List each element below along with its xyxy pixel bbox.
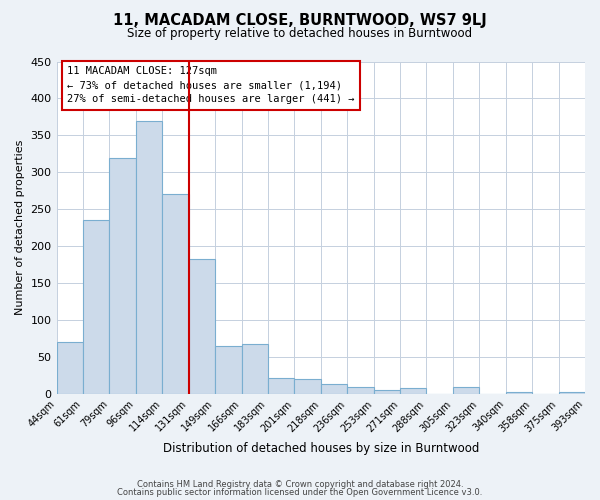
Text: 11 MACADAM CLOSE: 127sqm
← 73% of detached houses are smaller (1,194)
27% of sem: 11 MACADAM CLOSE: 127sqm ← 73% of detach… [67,66,355,104]
Bar [188,258,215,394]
Text: Contains HM Land Registry data © Crown copyright and database right 2024.: Contains HM Land Registry data © Crown c… [137,480,463,489]
Bar [83,220,109,394]
Bar [506,392,532,394]
Bar [321,384,347,394]
Bar [295,379,321,394]
Text: Contains public sector information licensed under the Open Government Licence v3: Contains public sector information licen… [118,488,482,497]
Bar [242,344,268,394]
Bar [453,386,479,394]
Bar [559,392,585,394]
X-axis label: Distribution of detached houses by size in Burntwood: Distribution of detached houses by size … [163,442,479,455]
Bar [162,194,188,394]
Bar [400,388,427,394]
Text: Size of property relative to detached houses in Burntwood: Size of property relative to detached ho… [127,28,473,40]
Bar [109,158,136,394]
Bar [374,390,400,394]
Bar [56,342,83,394]
Bar [268,378,295,394]
Text: 11, MACADAM CLOSE, BURNTWOOD, WS7 9LJ: 11, MACADAM CLOSE, BURNTWOOD, WS7 9LJ [113,12,487,28]
Bar [215,346,242,394]
Bar [136,120,162,394]
Bar [347,386,374,394]
Y-axis label: Number of detached properties: Number of detached properties [15,140,25,316]
